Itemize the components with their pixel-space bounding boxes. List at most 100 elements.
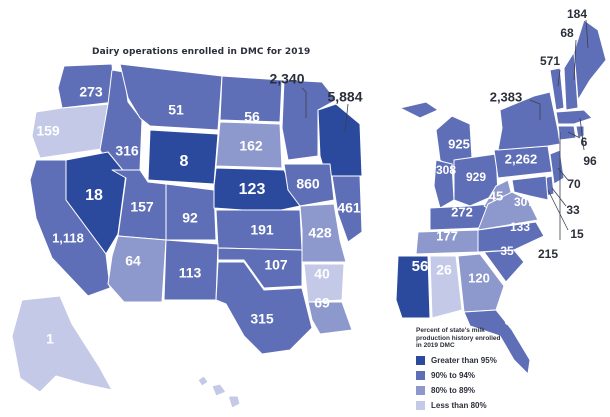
- state-north-carolina: [477, 221, 545, 253]
- value-label-alaska: 1: [46, 331, 54, 347]
- leader-line-new-york: [529, 99, 541, 120]
- state-georgia: [457, 253, 505, 313]
- value-label-vermont: 571: [540, 54, 560, 68]
- value-label-alabama: 26: [436, 262, 452, 278]
- value-label-montana: 51: [168, 102, 184, 118]
- value-label-south-dakota: 162: [239, 138, 263, 154]
- state-illinois: [331, 175, 363, 243]
- leader-line-delaware: [551, 187, 567, 207]
- value-label-mississippi: 56: [412, 258, 429, 275]
- state-new-jersey: [549, 149, 565, 185]
- value-label-kentucky: 272: [451, 204, 473, 219]
- leader-line-massachusetts: [579, 117, 585, 151]
- state-indiana: [433, 159, 455, 209]
- value-label-indiana: 308: [436, 163, 456, 177]
- legend-title: Percent of state's milk production histo…: [416, 327, 501, 349]
- leader-line-vermont: [557, 69, 561, 87]
- value-label-kansas: 191: [250, 222, 274, 238]
- value-label-virginia: 307: [514, 195, 534, 209]
- value-label-missouri: 428: [308, 225, 332, 241]
- state-mississippi: [395, 255, 431, 319]
- state-south-dakota: [215, 121, 283, 169]
- state-missouri: [299, 203, 347, 263]
- value-label-oregon: 159: [36, 123, 60, 139]
- value-label-oklahoma: 107: [264, 257, 288, 273]
- value-label-arizona: 64: [125, 253, 141, 269]
- value-label-wisconsin: 5,884: [327, 89, 362, 105]
- state-iowa: [283, 163, 335, 207]
- value-label-minnesota: 2,340: [269, 71, 304, 87]
- value-label-idaho: 316: [115, 143, 139, 159]
- value-label-connecticut: 6: [581, 135, 588, 149]
- value-label-utah: 157: [130, 199, 154, 215]
- value-label-georgia: 120: [468, 270, 490, 285]
- value-label-ohio: 929: [466, 170, 486, 184]
- leader-line-minnesota: [301, 87, 307, 118]
- state-washington: [57, 63, 116, 109]
- state-alabama: [429, 255, 463, 319]
- state-arkansas: [303, 263, 345, 303]
- state-florida: [463, 309, 531, 375]
- legend-item-greater-than-95: Greater than 95%: [416, 355, 606, 365]
- value-label-pennsylvania: 2,262: [505, 151, 538, 166]
- state-alaska: [11, 295, 113, 393]
- value-label-california: 1,118: [52, 230, 84, 245]
- legend-item-90-to-94: 90% to 94%: [416, 370, 606, 380]
- value-label-north-dakota: 56: [244, 109, 260, 125]
- leader-line-maryland: [547, 189, 569, 231]
- state-texas: [215, 261, 313, 355]
- legend-swatch: [416, 370, 425, 380]
- legend-swatch: [416, 400, 425, 410]
- legend-label: 90% to 94%: [431, 370, 476, 380]
- value-label-delaware: 33: [566, 203, 580, 217]
- state-hawaii: [197, 375, 241, 409]
- legend-label: Greater than 95%: [431, 355, 497, 365]
- value-label-iowa: 860: [296, 176, 320, 192]
- state-arizona: [107, 235, 167, 303]
- state-south-carolina: [483, 249, 525, 283]
- value-label-tennessee: 177: [436, 228, 458, 243]
- legend-swatch: [416, 385, 425, 395]
- value-label-florida: 60: [504, 314, 518, 328]
- state-maryland: [511, 175, 549, 201]
- legend: Percent of state's milk production histo…: [416, 327, 606, 410]
- state-value-labels: 273 159 316 51 8 56 162 2,340 5,884 18 1,118 157 92 1…: [36, 7, 597, 401]
- state-shapes: [11, 19, 607, 409]
- state-louisiana: [307, 301, 353, 335]
- leader-lines: [301, 19, 589, 240]
- value-label-texas: 315: [250, 311, 274, 327]
- state-massachusetts: [555, 109, 593, 125]
- value-label-north-carolina: 133: [510, 220, 530, 234]
- value-label-wyoming: 8: [180, 153, 189, 170]
- value-label-louisiana: 69: [314, 295, 330, 311]
- value-label-new-hampshire: 68: [560, 26, 574, 40]
- value-label-maryland: 15: [570, 227, 584, 241]
- state-minnesota: [281, 79, 337, 161]
- state-colorado: [165, 183, 217, 241]
- value-label-washington: 273: [79, 84, 103, 100]
- value-label-west-virginia: 45: [489, 188, 503, 203]
- value-label-arkansas: 40: [314, 266, 330, 282]
- state-oklahoma: [217, 247, 303, 289]
- leader-line-maine: [585, 19, 589, 49]
- legend-label: Less than 80%: [431, 400, 487, 410]
- value-label-hawaii: 0: [224, 385, 232, 401]
- legend-label: 80% to 89%: [431, 385, 476, 395]
- state-ohio: [453, 153, 499, 207]
- legend-swatch: [416, 355, 425, 365]
- value-label-rhode-island: 215: [538, 247, 558, 261]
- state-connecticut: [557, 125, 577, 141]
- state-california: [29, 159, 111, 297]
- value-label-colorado: 92: [182, 210, 198, 226]
- leader-line-new-hampshire: [573, 39, 577, 81]
- state-maine: [573, 19, 607, 101]
- value-label-massachusetts: 96: [583, 154, 597, 168]
- value-label-new-mexico: 113: [179, 265, 202, 281]
- value-label-michigan: 925: [448, 136, 470, 151]
- value-label-nevada: 18: [85, 187, 103, 204]
- value-label-new-jersey: 70: [567, 177, 581, 191]
- leader-line-connecticut: [567, 131, 581, 139]
- state-north-dakota: [219, 75, 283, 123]
- state-virginia: [477, 191, 539, 231]
